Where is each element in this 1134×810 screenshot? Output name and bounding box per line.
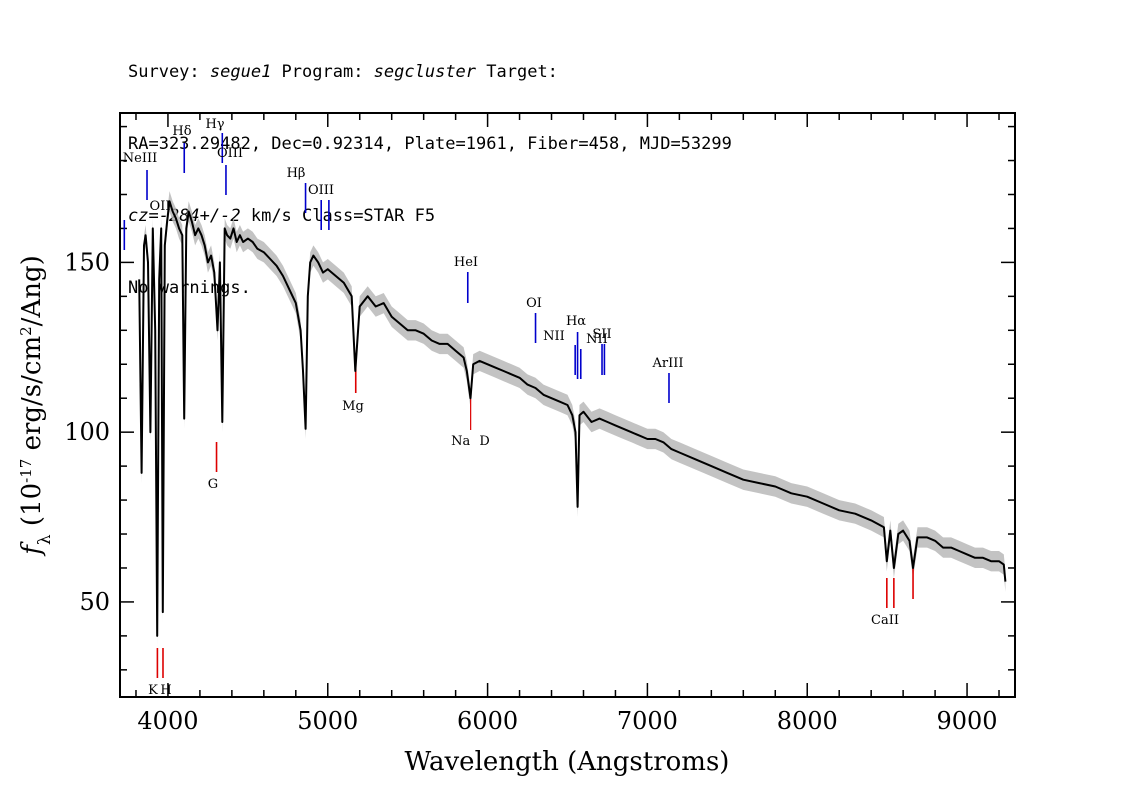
emission-line-label: Hβ: [287, 166, 306, 181]
absorption-line-label: D: [479, 434, 489, 449]
y-axis-title: fλ (10-17 erg/s/cm2/Ang): [17, 255, 55, 557]
header-line-2: RA=323.29482, Dec=0.92314, Plate=1961, F…: [128, 134, 732, 154]
absorption-line-label: Na: [451, 434, 470, 449]
emission-line-label: OIII: [308, 183, 334, 198]
program-value: segcluster: [373, 62, 477, 82]
x-tick-label: 4000: [137, 707, 198, 735]
survey-label: Survey:: [128, 62, 210, 82]
x-tick-label: 9000: [937, 707, 998, 735]
spectrum-series: [138, 200, 1007, 637]
spectrum-header: Survey: segue1 Program: segcluster Targe…: [128, 12, 732, 324]
y-tick-label: 100: [64, 418, 110, 446]
emission-line-label: NII: [543, 329, 565, 344]
x-tick-label: 5000: [297, 707, 358, 735]
emission-line-label: Hα: [566, 314, 586, 329]
emission-line-label: Hδ: [172, 124, 191, 139]
x-tick-label: 8000: [777, 707, 838, 735]
header-line-1: Survey: segue1 Program: segcluster Targe…: [128, 60, 732, 84]
axis-ticks: [120, 113, 1015, 697]
class-text: km/s Class=STAR F5: [240, 206, 436, 226]
emission-line-label: HeI: [454, 255, 478, 270]
absorption-line-label: Mg: [342, 399, 364, 414]
emission-line-label: ArIII: [651, 356, 683, 371]
emission-line-label: OII: [150, 199, 171, 214]
tick-labels: 4000 5000 6000 7000 8000 9000 50 100 150: [64, 248, 997, 735]
emission-line-label: NeIII: [123, 151, 157, 166]
absorption-line-label: CaII: [871, 613, 899, 628]
y-tick-label: 50: [79, 588, 110, 616]
absorption-line-label: K: [148, 683, 158, 698]
program-label: Program:: [271, 62, 374, 82]
plot-frame: [119, 112, 1016, 698]
cz-label: cz=: [128, 206, 159, 226]
emission-line-label: SII: [592, 327, 611, 342]
survey-value: segue1: [209, 62, 272, 82]
flux-line: [138, 200, 1007, 637]
emission-line-label: Hγ: [205, 117, 224, 132]
x-tick-label: 7000: [617, 707, 678, 735]
absorption-line-label: G: [208, 477, 218, 492]
emission-line-label: OIII: [217, 146, 243, 161]
emission-line-label: NII: [586, 332, 608, 347]
y-tick-label: 150: [64, 248, 110, 276]
absorption-line-label: H: [160, 683, 171, 698]
emission-line-label: OI: [526, 296, 542, 311]
x-tick-label: 6000: [457, 707, 518, 735]
target-label: Target:: [476, 62, 558, 82]
header-line-3: cz=-284+/-2 km/s Class=STAR F5: [128, 204, 732, 228]
x-axis-title: Wavelength (Angstroms): [405, 747, 730, 777]
